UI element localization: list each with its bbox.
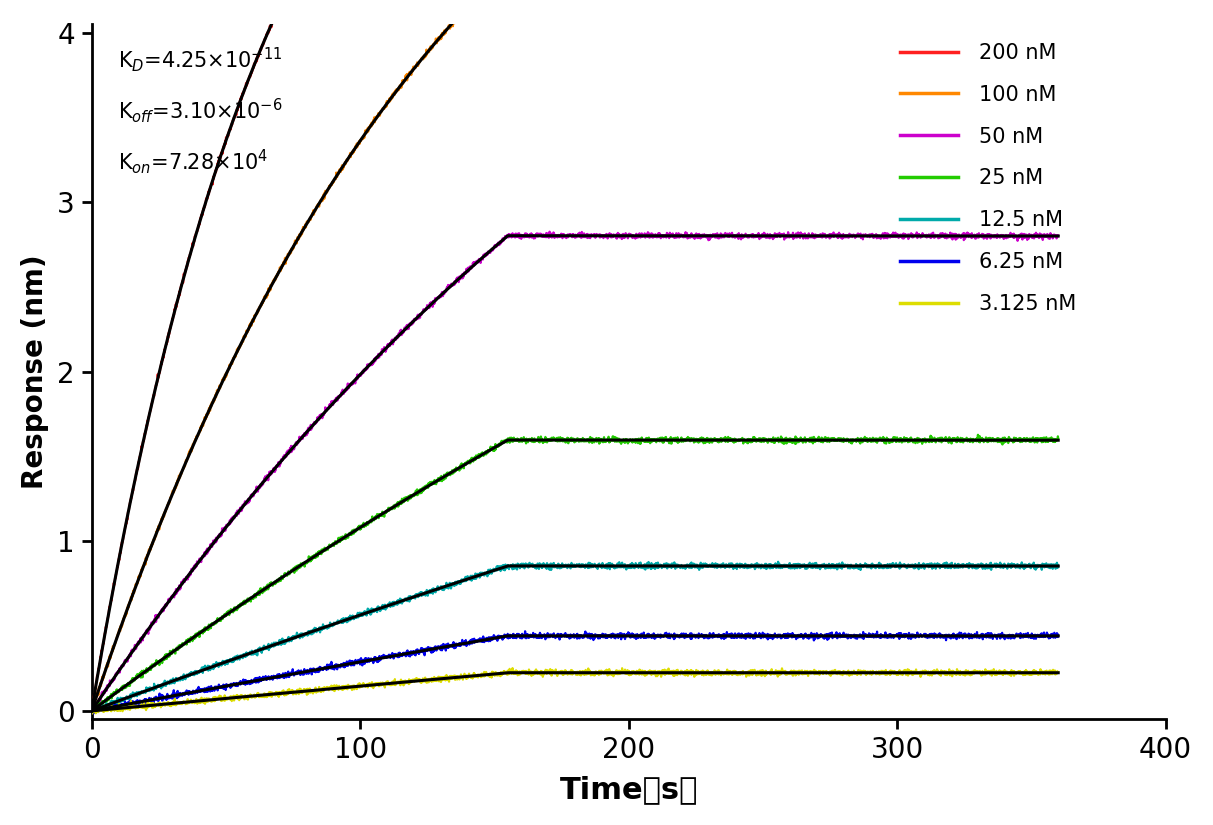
Y-axis label: Response (nm): Response (nm) bbox=[21, 254, 49, 489]
Legend: 200 nM, 100 nM, 50 nM, 25 nM, 12.5 nM, 6.25 nM, 3.125 nM: 200 nM, 100 nM, 50 nM, 25 nM, 12.5 nM, 6… bbox=[892, 35, 1084, 323]
Text: K$_{D}$=4.25×10$^{-11}$
K$_{off}$=3.10×10$^{-6}$
K$_{on}$=7.28×10$^{4}$: K$_{D}$=4.25×10$^{-11}$ K$_{off}$=3.10×1… bbox=[119, 45, 283, 177]
X-axis label: Time（s）: Time（s） bbox=[559, 776, 697, 804]
